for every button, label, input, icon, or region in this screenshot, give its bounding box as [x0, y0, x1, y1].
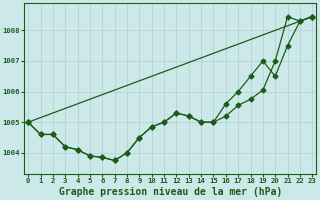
X-axis label: Graphe pression niveau de la mer (hPa): Graphe pression niveau de la mer (hPa): [59, 187, 282, 197]
